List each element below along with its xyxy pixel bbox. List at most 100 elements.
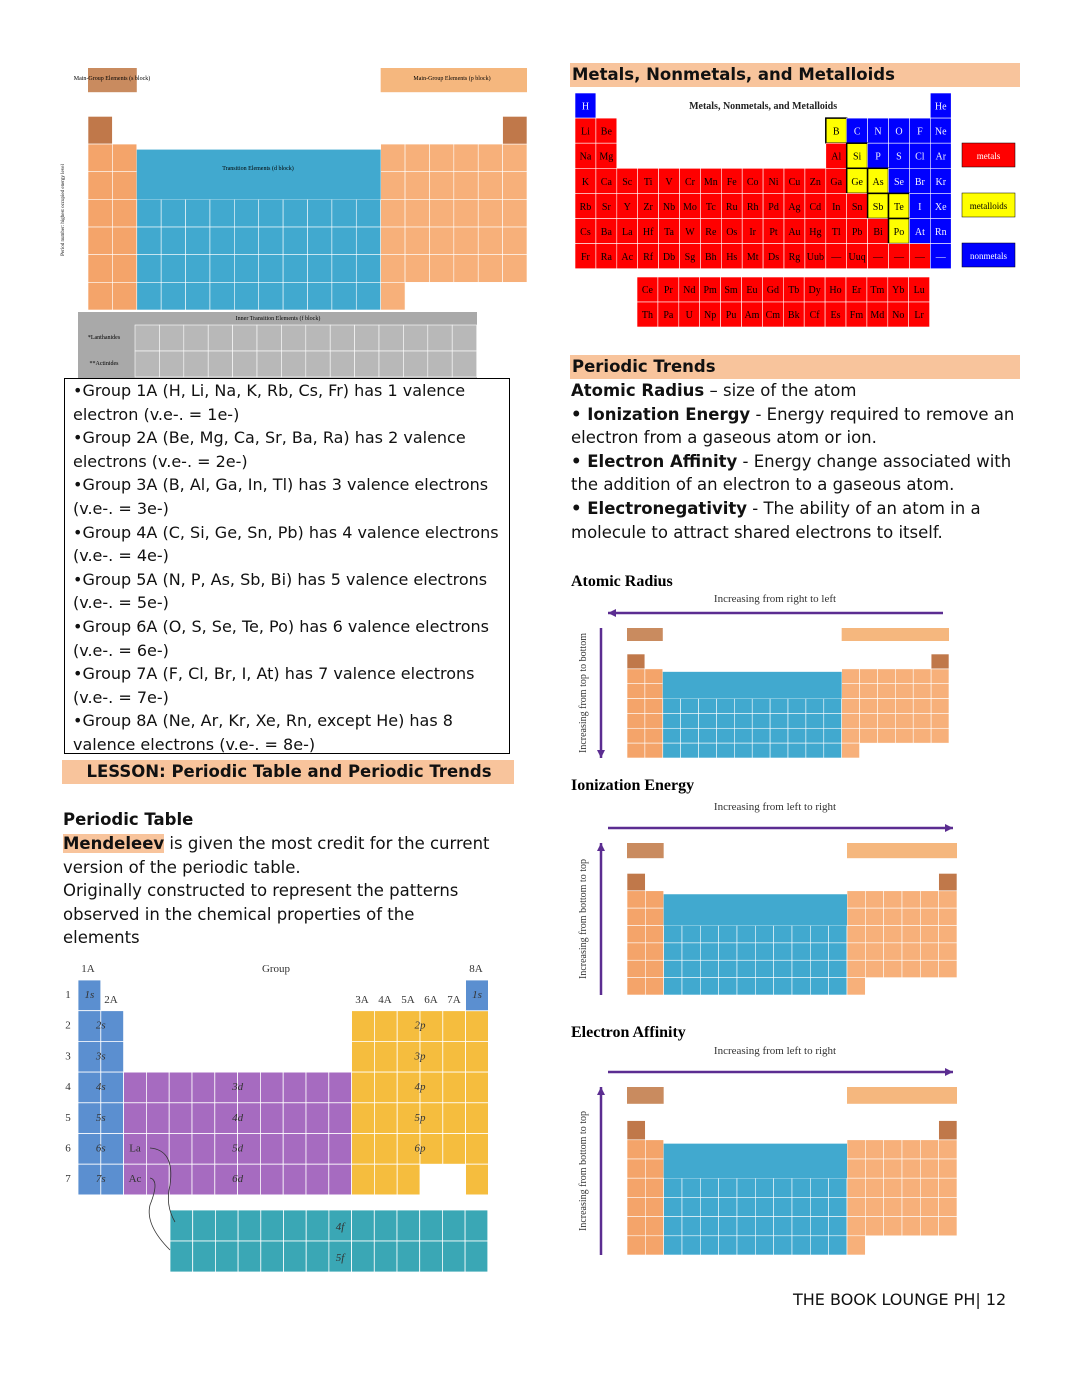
element-symbol: Co — [747, 177, 759, 188]
cell — [805, 713, 825, 729]
element-symbol: Ac — [621, 252, 633, 263]
cell — [305, 350, 331, 378]
cell — [791, 1216, 811, 1237]
block-header — [627, 628, 663, 641]
cell — [930, 713, 950, 729]
cell — [87, 143, 113, 173]
cell — [769, 713, 789, 729]
label: 7 — [65, 1173, 71, 1185]
arrowhead — [945, 824, 953, 832]
cell — [700, 1216, 719, 1237]
cell — [234, 282, 260, 311]
cell — [755, 925, 774, 944]
cell — [920, 1177, 939, 1198]
arrowhead — [597, 843, 605, 851]
cell — [403, 350, 429, 378]
cell — [328, 1163, 352, 1196]
cell — [883, 1158, 903, 1179]
cell — [168, 1102, 193, 1134]
element-symbol: Sb — [873, 202, 884, 213]
cell — [87, 199, 113, 228]
element-symbol: Br — [915, 177, 926, 188]
cell — [805, 698, 825, 714]
cell — [865, 890, 884, 909]
cell — [859, 727, 878, 744]
cell — [307, 199, 333, 228]
cell — [810, 977, 829, 996]
cell — [209, 282, 235, 311]
element-symbol: Ba — [601, 227, 613, 238]
cell — [846, 907, 866, 926]
cell — [846, 890, 866, 909]
cell — [938, 1139, 958, 1160]
cell — [877, 698, 896, 714]
cell — [938, 942, 958, 961]
cell — [373, 1071, 398, 1104]
cell — [112, 282, 138, 311]
element-symbol: Rg — [789, 252, 801, 263]
cell — [465, 1071, 489, 1104]
element-symbol: — — [872, 252, 884, 263]
cell — [351, 1041, 375, 1073]
term: • Electron Affinity — [571, 451, 738, 471]
legend-label: nonmetals — [970, 251, 1007, 261]
cell — [841, 698, 860, 714]
element-symbol: O — [895, 127, 902, 138]
element-symbol: Se — [894, 177, 905, 188]
element-symbol: Bi — [873, 227, 883, 238]
cell — [700, 1177, 719, 1198]
cell — [883, 942, 903, 961]
cell — [626, 977, 646, 996]
cell — [718, 925, 738, 944]
element-symbol: Mg — [599, 152, 613, 163]
arrowhead — [945, 1068, 953, 1076]
element-symbol: Db — [663, 252, 675, 263]
element-symbol: Sn — [852, 202, 863, 213]
label: 3A — [355, 994, 369, 1006]
element-symbol: Pa — [663, 310, 674, 321]
cell — [645, 1216, 664, 1237]
cell — [169, 1209, 194, 1242]
label: Ac — [129, 1173, 142, 1185]
transition-band — [663, 1143, 847, 1179]
element-symbol: Fm — [850, 310, 864, 321]
cell — [465, 1163, 489, 1196]
cell — [351, 1163, 375, 1196]
cell — [626, 942, 646, 961]
cell — [698, 713, 717, 729]
cell — [810, 1235, 829, 1256]
cell — [404, 199, 430, 228]
cell — [331, 226, 357, 255]
cell — [328, 1133, 352, 1165]
cell — [234, 226, 260, 255]
element-symbol: C — [854, 127, 861, 138]
cell — [645, 942, 664, 961]
valence-box: •Group 1A (H, Li, Na, K, Rb, Cs, Fr) has… — [64, 378, 510, 754]
cell — [282, 199, 308, 228]
cell — [823, 698, 842, 714]
cell — [912, 698, 932, 714]
element-symbol: Au — [788, 227, 800, 238]
cell — [938, 907, 958, 926]
cell — [846, 1158, 866, 1179]
cell — [258, 226, 284, 255]
cell — [283, 1209, 307, 1242]
cell — [234, 254, 260, 283]
element-symbol: Sc — [622, 177, 633, 188]
cell — [380, 171, 406, 200]
element-symbol: Pb — [852, 227, 863, 238]
element-symbol: Y — [624, 202, 631, 213]
cell — [185, 254, 211, 283]
cell — [663, 1216, 683, 1237]
cell — [256, 350, 282, 378]
cell — [168, 1133, 193, 1165]
cell — [681, 1235, 701, 1256]
cell — [755, 1177, 774, 1198]
element-cell — [908, 301, 930, 328]
cell — [734, 698, 753, 714]
label: 6p — [415, 1143, 427, 1155]
element-symbol: Hf — [643, 227, 654, 238]
cell — [810, 1177, 829, 1198]
cell — [305, 1209, 330, 1242]
element-symbol: Ru — [726, 202, 738, 213]
